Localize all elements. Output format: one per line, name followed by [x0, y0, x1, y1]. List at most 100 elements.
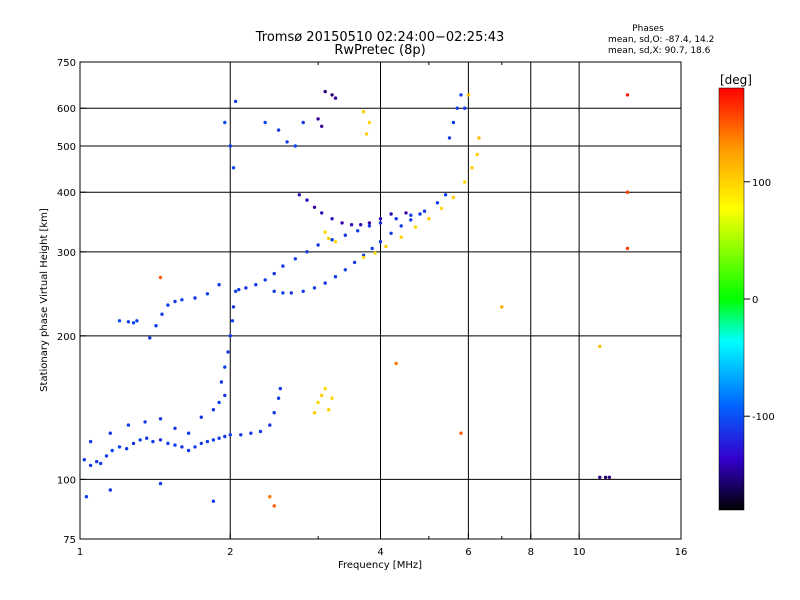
data-point	[312, 286, 317, 290]
data-point	[394, 361, 398, 366]
data-point	[99, 461, 103, 466]
data-point	[211, 408, 216, 412]
data-point	[330, 238, 334, 242]
data-point	[166, 441, 170, 446]
data-point	[409, 213, 413, 217]
data-point	[447, 136, 452, 140]
colorbar-tick-label: 0	[752, 295, 758, 306]
data-point	[327, 236, 331, 241]
x-tick-label: 16	[675, 547, 688, 558]
data-point	[258, 429, 263, 434]
y-axis: 75 100 200 300 400 500 600 750	[57, 58, 86, 546]
data-point	[625, 190, 630, 194]
y-axis-label: Stationary phase Virtual Height [km]	[39, 208, 50, 392]
data-point	[404, 211, 408, 215]
data-point	[186, 448, 191, 453]
data-point	[500, 305, 504, 309]
data-point	[272, 271, 276, 276]
data-point	[228, 433, 232, 437]
data-point	[475, 152, 479, 157]
colorbar-tick-label: -100	[752, 412, 775, 423]
chart-subtitle: RwPretec (8p)	[334, 43, 425, 58]
y-tick-label: 75	[63, 535, 76, 546]
data-point	[173, 443, 177, 447]
data-point	[343, 233, 347, 237]
data-point	[276, 128, 281, 132]
data-point	[293, 144, 297, 148]
data-point	[463, 180, 467, 184]
data-point	[330, 396, 334, 400]
data-point	[268, 423, 272, 427]
data-point	[384, 244, 388, 249]
data-point	[320, 393, 324, 398]
data-point	[320, 124, 324, 128]
y-tick-label: 500	[57, 142, 76, 153]
data-point	[160, 312, 164, 316]
data-point	[312, 205, 317, 209]
data-point	[268, 495, 272, 499]
data-point	[272, 411, 276, 415]
data-point	[409, 218, 413, 222]
data-point	[110, 448, 114, 453]
data-point	[272, 504, 276, 508]
data-point	[285, 140, 289, 144]
data-point	[343, 268, 347, 272]
data-point	[158, 438, 163, 442]
data-point	[373, 251, 377, 255]
y-tick-label: 100	[57, 475, 76, 486]
stats-title: Phases	[632, 24, 664, 34]
data-point	[205, 439, 210, 444]
data-point	[389, 231, 393, 235]
data-point	[367, 221, 372, 225]
data-point	[477, 136, 481, 140]
data-point	[244, 286, 248, 290]
data-point	[217, 400, 221, 405]
data-point	[466, 93, 471, 97]
y-tick-label: 600	[57, 104, 76, 115]
data-point	[104, 454, 109, 458]
data-point	[211, 438, 216, 442]
data-point	[193, 296, 197, 300]
data-point	[316, 117, 320, 121]
data-point	[237, 287, 241, 292]
data-point	[625, 93, 630, 97]
data-point	[108, 431, 113, 435]
data-point	[330, 93, 334, 97]
data-point	[394, 217, 398, 221]
data-point	[230, 319, 235, 323]
data-point	[263, 278, 267, 282]
data-point	[323, 89, 327, 94]
data-point	[223, 365, 227, 369]
data-point	[223, 393, 227, 398]
data-point	[263, 120, 267, 125]
data-point	[249, 431, 253, 435]
grid-lines	[80, 62, 681, 539]
data-point	[330, 217, 334, 221]
data-point	[228, 144, 232, 148]
data-points	[82, 89, 630, 508]
x-tick-label: 8	[528, 547, 534, 558]
data-point	[145, 436, 149, 440]
data-point	[158, 275, 163, 280]
data-point	[378, 221, 383, 225]
data-point	[459, 431, 463, 435]
data-point	[352, 260, 357, 265]
data-point	[451, 195, 456, 200]
data-point	[399, 224, 403, 228]
data-point	[217, 436, 221, 440]
x-tick-label: 10	[573, 547, 586, 558]
data-point	[88, 463, 93, 468]
data-point	[301, 120, 305, 125]
data-point	[180, 445, 184, 449]
data-point	[607, 475, 612, 479]
data-point	[219, 380, 224, 384]
x-axis: 1 2 4 6 8 10 16	[77, 62, 688, 558]
colorbar-ticks: 100 0 -100	[744, 178, 775, 423]
x-tick-label: 2	[227, 547, 233, 558]
data-point	[399, 235, 403, 239]
data-point	[278, 386, 282, 391]
data-point	[349, 223, 354, 227]
data-point	[272, 289, 276, 293]
data-point	[327, 408, 331, 412]
data-point	[223, 120, 227, 125]
